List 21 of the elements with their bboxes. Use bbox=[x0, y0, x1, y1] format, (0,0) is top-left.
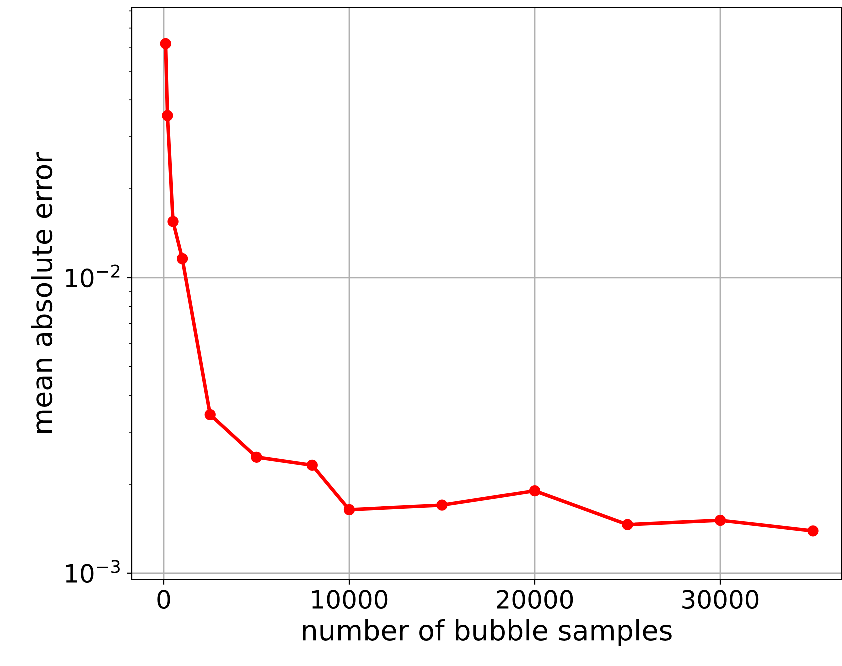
y-tick-label: 10$^{−2}$ bbox=[66, 264, 120, 288]
x-axis-title: number of bubble samples bbox=[303, 619, 672, 646]
point bbox=[251, 452, 262, 463]
x-tick-label: 30000 bbox=[682, 590, 759, 610]
x-tick-label: 10000 bbox=[312, 590, 388, 610]
point bbox=[436, 500, 448, 511]
x-tick-label: 20000 bbox=[497, 590, 574, 610]
point bbox=[204, 409, 216, 420]
point bbox=[168, 216, 179, 228]
point bbox=[344, 504, 356, 516]
point bbox=[160, 38, 172, 50]
x-tick-label: 0 bbox=[158, 590, 170, 610]
point bbox=[622, 519, 634, 530]
point bbox=[714, 514, 726, 526]
point bbox=[162, 110, 174, 122]
point bbox=[529, 486, 541, 497]
point bbox=[306, 460, 318, 471]
y-tick-label: 10$^{−3}$ bbox=[66, 560, 120, 584]
point bbox=[808, 526, 819, 537]
point bbox=[176, 253, 188, 264]
y-axis-title: mean absolute error bbox=[31, 152, 53, 434]
